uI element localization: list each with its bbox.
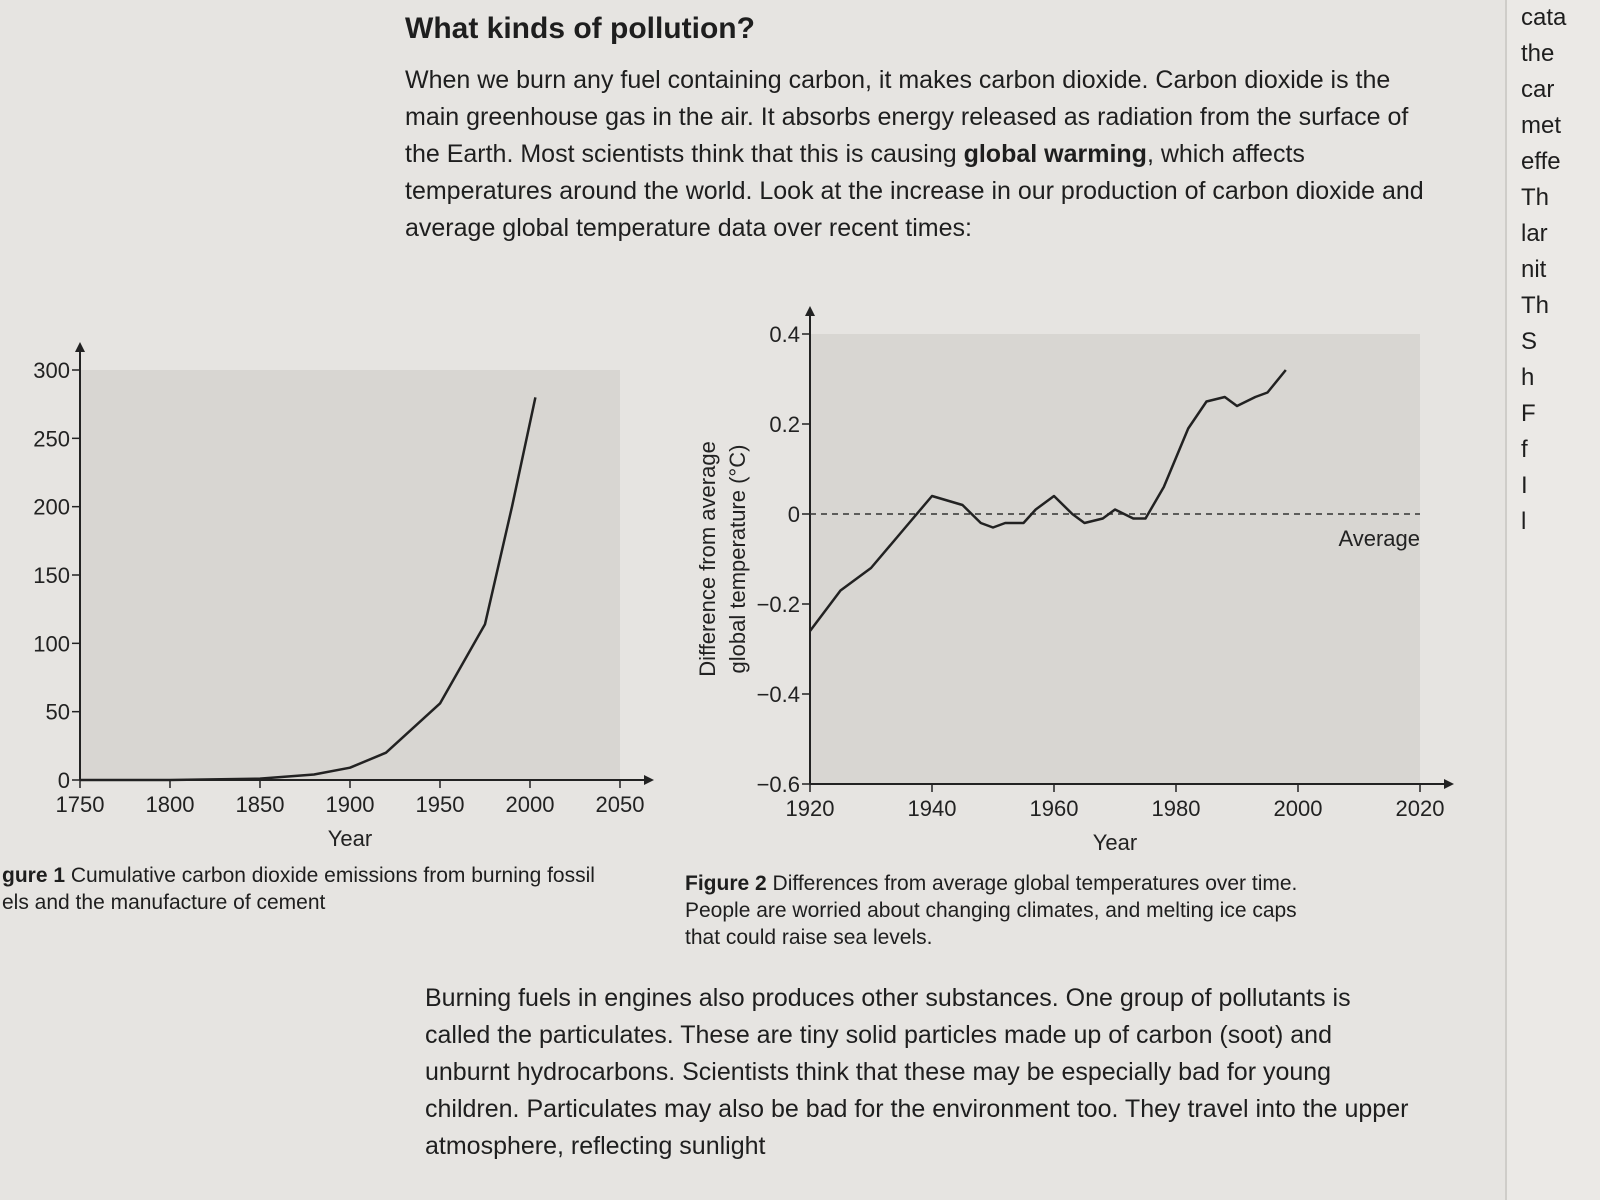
caption-line: Cumulative carbon dioxide emissions from… xyxy=(70,864,595,887)
x-tick-label: 1800 xyxy=(146,792,195,817)
x-tick-label: 2000 xyxy=(506,792,555,817)
title: What kinds of pollution? xyxy=(405,12,755,45)
side-fragment: car xyxy=(1521,76,1555,103)
x-tick-label: 2050 xyxy=(596,792,645,817)
side-fragment: Th xyxy=(1521,184,1550,211)
x-tick-label: 1900 xyxy=(326,792,375,817)
caption: gure 1 Cumulative carbon dioxide emissio… xyxy=(2,862,652,916)
side-fragment: effe xyxy=(1521,148,1561,175)
side-fragment: f xyxy=(1521,436,1528,463)
side-fragment: I xyxy=(1521,472,1528,499)
side-fragment: nit xyxy=(1521,256,1547,283)
y-tick-label: 0.2 xyxy=(769,412,800,437)
caption-line: People are worried about changing climat… xyxy=(685,899,1297,922)
x-tick-label: 1750 xyxy=(56,792,105,817)
side-fragment: l xyxy=(1521,508,1527,535)
caption-label: gure 1 xyxy=(2,864,66,887)
caption: Figure 2 Differences from average global… xyxy=(685,870,1465,951)
y-tick-label: 300 xyxy=(33,358,70,383)
caption-line: Differences from average global temperat… xyxy=(772,872,1298,895)
plot-shade xyxy=(80,370,620,780)
intro-text: When we burn any fuel containing carbon,… xyxy=(405,66,1409,168)
side-fragment: the xyxy=(1521,40,1555,67)
y-tick-label: −0.2 xyxy=(757,592,800,617)
y-tick-label: −0.6 xyxy=(757,772,800,797)
key-term: global warming xyxy=(963,140,1147,168)
side-fragment: F xyxy=(1521,400,1536,427)
x-axis-label: Year xyxy=(1093,830,1137,855)
arrow xyxy=(75,342,85,352)
y-axis-label: Difference from average xyxy=(695,441,720,677)
side-fragment: S xyxy=(1521,328,1538,355)
caption-line: that could raise sea levels. xyxy=(685,926,933,949)
side-fragment: lar xyxy=(1521,220,1548,247)
y-tick-label: 0 xyxy=(58,768,70,793)
side-fragment: h xyxy=(1521,364,1535,391)
x-tick-label: 2000 xyxy=(1274,796,1323,821)
side-fragment: Th xyxy=(1521,292,1550,319)
x-tick-label: 1940 xyxy=(908,796,957,821)
x-tick-label: 1850 xyxy=(236,792,285,817)
y-axis-label: global temperature (°C) xyxy=(725,445,750,674)
intro: When we burn any fuel containing carbon,… xyxy=(405,62,1425,247)
caption-line: els and the manufacture of cement xyxy=(2,891,326,914)
x-tick-label: 1920 xyxy=(786,796,835,821)
y-tick-label: 150 xyxy=(33,563,70,588)
y-tick-label: 250 xyxy=(33,426,70,451)
data-line xyxy=(80,397,537,782)
y-tick-label: 0 xyxy=(788,502,800,527)
x-tick-label: 1950 xyxy=(416,792,465,817)
arrow xyxy=(1444,779,1454,789)
side-fragment: met xyxy=(1521,112,1562,139)
x-tick-label: 2020 xyxy=(1396,796,1445,821)
chart: 0 50 100 150 200 250 300 1750 1800 1850 1900 1950 20… xyxy=(33,342,654,851)
plot-shade xyxy=(810,334,1420,784)
caption-label: Figure 2 xyxy=(685,872,767,895)
side-fragment: cata xyxy=(1521,4,1567,31)
y-tick-label: −0.4 xyxy=(757,682,800,707)
y-tick-label: 200 xyxy=(33,495,70,520)
reference-label: Average xyxy=(1338,526,1420,551)
y-tick-label: 50 xyxy=(46,700,70,725)
chart: −0.6 −0.4 −0.2 0 0.2 0.4 1920 1940 1960 1980 2000 2… xyxy=(695,306,1454,855)
y-tick-label: 0.4 xyxy=(769,322,800,347)
x-tick-label: 1960 xyxy=(1030,796,1079,821)
data-line xyxy=(809,369,1287,632)
arrow xyxy=(805,306,815,316)
x-tick-label: 1980 xyxy=(1152,796,1201,821)
arrow xyxy=(644,775,654,785)
body-text: Burning fuels in engines also produces o… xyxy=(425,984,1409,1160)
y-tick-label: 100 xyxy=(33,631,70,656)
x-axis-label: Year xyxy=(328,826,372,851)
intro-text: , which affects temperatures around the … xyxy=(405,140,1424,242)
